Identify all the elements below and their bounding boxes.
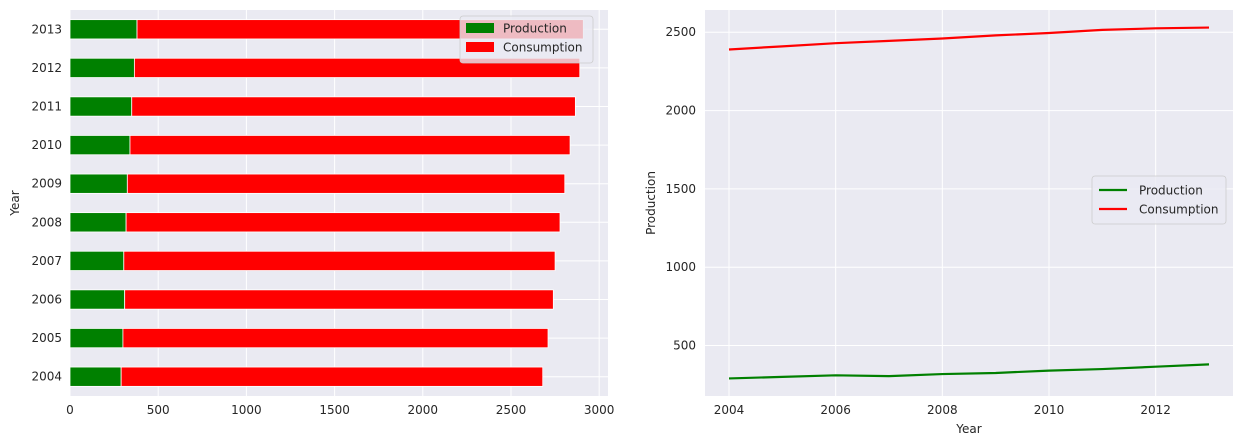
line-legend: Production Consumption [1091,175,1227,225]
line-x-tick-label: 2008 [927,403,958,417]
bar-consumption-2004 [120,366,544,387]
line-legend-box [1091,175,1227,225]
bar-x-tick-label: 1000 [231,403,262,417]
bar-legend: Production Consumption [459,15,594,64]
bar-y-axis-label: Year [8,190,22,216]
bar-production-2011 [69,96,133,117]
bar-production-2007 [69,250,125,271]
bar-y-tick-label: 2013 [31,22,62,36]
bar-production-2005 [69,328,124,349]
bar-consumption-2011 [131,96,576,117]
bar-production-2004 [69,366,122,387]
line-x-axis-label: Year [955,422,981,436]
line-x-tick-label: 2004 [714,403,745,417]
bar-y-tick-label: 2006 [31,293,62,307]
bar-x-tick-label: 500 [147,403,170,417]
line-x-tick-label: 2006 [820,403,851,417]
bar-y-tick-label: 2012 [31,61,62,75]
bar-consumption-2010 [129,135,571,156]
bar-production-2012 [69,57,135,78]
line-legend-label-consumption: Consumption [1139,203,1218,217]
line-y-tick-label: 2000 [665,104,696,118]
bar-consumption-2005 [122,328,549,349]
line-chart: 2004 2006 2008 2010 2012 500 1000 1500 2000 2500 Y… [644,10,1233,436]
bar-y-tick-label: 2007 [31,254,62,268]
bar-chart: 0 500 1000 1500 2000 2500 3000 2004 2005 2006 2007… [8,10,614,417]
bar-legend-swatch-consumption [466,42,494,52]
bar-consumption-2008 [125,212,561,233]
line-x-tick-label: 2012 [1140,403,1171,417]
bar-production-2013 [69,19,138,40]
bar-consumption-2006 [124,289,554,310]
bar-legend-label-consumption: Consumption [503,41,582,55]
bar-consumption-2007 [123,250,556,271]
line-y-tick-label: 500 [673,339,696,353]
bar-x-tick-label: 1500 [319,403,350,417]
bar-production-2008 [69,212,127,233]
bar-legend-swatch-production [466,23,494,33]
line-y-tick-label: 2500 [665,25,696,39]
bar-y-tick-label: 2011 [31,100,62,114]
bar-production-2006 [69,289,126,310]
bar-legend-label-production: Production [503,22,567,36]
line-x-tick-label: 2010 [1034,403,1065,417]
bar-x-tick-label: 0 [66,403,74,417]
line-series-production [728,363,1210,380]
bar-x-tick-label: 2000 [408,403,439,417]
bar-y-tick-label: 2005 [31,331,62,345]
line-series-consumption [728,26,1210,51]
bar-production-2009 [69,173,128,194]
line-legend-label-production: Production [1139,184,1203,198]
line-y-tick-label: 1500 [665,182,696,196]
line-y-axis-label: Production [644,171,658,235]
bar-consumption-2009 [126,173,566,194]
bar-y-tick-label: 2010 [31,138,62,152]
bar-y-tick-label: 2004 [31,370,62,384]
bar-x-tick-label: 2500 [496,403,527,417]
bar-production-2010 [69,135,131,156]
bar-y-tick-label: 2009 [31,177,62,191]
line-y-tick-label: 1000 [665,260,696,274]
bar-y-tick-label: 2008 [31,215,62,229]
bar-x-tick-label: 3000 [584,403,615,417]
